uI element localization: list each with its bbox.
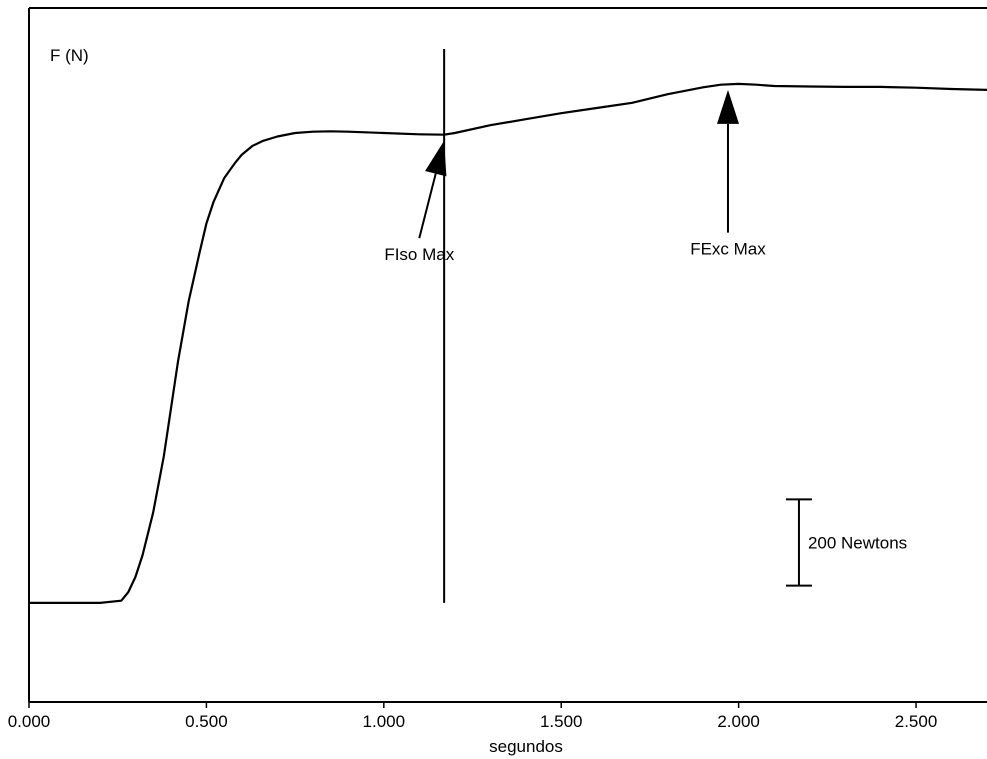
- x-tick-label: 2.500: [895, 712, 938, 731]
- force-curve-line: [29, 82, 987, 604]
- y-axis-label: F (N): [50, 46, 89, 65]
- fiso-max-arrow-shaft: [418, 173, 437, 239]
- x-tick-label: 1.000: [363, 712, 406, 731]
- x-tick-label: 2.000: [717, 712, 760, 731]
- fexc-max-label: FExc Max: [690, 240, 766, 259]
- scale-bar-label: 200 Newtons: [808, 534, 907, 553]
- annotation-fiso-max: FIso Max: [384, 140, 455, 264]
- fiso-max-label: FIso Max: [384, 245, 454, 264]
- annotation-fexc-max: FExc Max: [690, 89, 766, 259]
- x-axis-label: segundos: [489, 737, 563, 756]
- x-tick-label: 0.000: [8, 712, 51, 731]
- fexc-max-arrow-head: [717, 89, 739, 124]
- fiso-max-arrow-head: [425, 140, 447, 177]
- x-tick-label: 1.500: [540, 712, 583, 731]
- x-ticks: 0.000 0.500 1.000 1.500 2.000 2.500: [8, 702, 938, 731]
- x-tick-label: 0.500: [185, 712, 228, 731]
- scale-bar: 200 Newtons: [785, 498, 907, 587]
